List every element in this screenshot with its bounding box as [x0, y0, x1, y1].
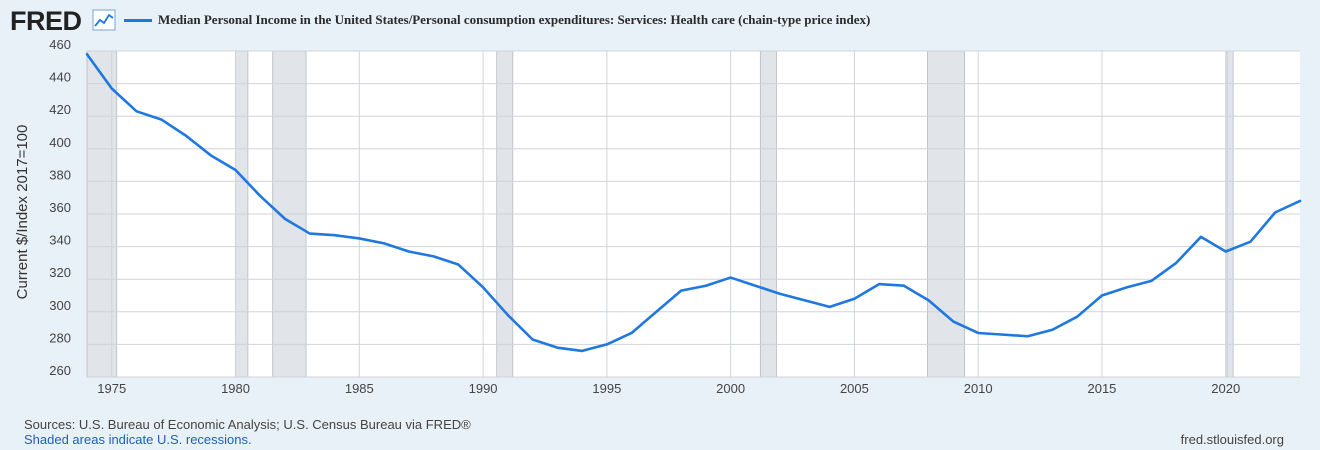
legend-swatch — [124, 19, 152, 22]
gridlines — [87, 50, 1300, 378]
data-point[interactable] — [1125, 286, 1128, 289]
data-point[interactable] — [1026, 335, 1029, 338]
y-tick-label: 380 — [49, 167, 71, 182]
data-point[interactable] — [903, 284, 905, 287]
footer-url[interactable]: fred.stlouisfed.org — [1180, 432, 1284, 447]
data-point[interactable] — [160, 118, 163, 121]
data-point[interactable] — [333, 234, 336, 236]
data-point[interactable] — [1249, 240, 1252, 243]
footer-sources: Sources: U.S. Bureau of Economic Analysi… — [24, 417, 471, 432]
y-tick-label: 440 — [49, 70, 71, 85]
series-layer — [85, 52, 1302, 353]
data-point[interactable] — [977, 332, 979, 334]
y-tick-label: 260 — [49, 363, 71, 378]
data-point[interactable] — [754, 284, 757, 287]
data-point[interactable] — [408, 250, 410, 253]
legend-series-label[interactable]: Median Personal Income in the United Sta… — [158, 12, 871, 27]
y-tick-label: 300 — [49, 298, 71, 313]
y-tick-label: 320 — [49, 265, 71, 280]
y-tick-label: 400 — [49, 135, 71, 150]
data-point[interactable] — [630, 332, 633, 334]
data-point[interactable] — [86, 53, 88, 56]
data-point[interactable] — [358, 237, 361, 240]
data-point[interactable] — [531, 338, 534, 341]
x-tick-label: 2015 — [1087, 381, 1116, 396]
data-point[interactable] — [606, 343, 608, 346]
y-tick-label: 280 — [49, 330, 71, 345]
y-tick-label: 420 — [49, 102, 71, 117]
x-tick-label: 2005 — [840, 381, 869, 396]
data-point[interactable] — [457, 263, 460, 266]
data-point[interactable] — [655, 311, 658, 313]
data-point[interactable] — [1002, 333, 1004, 336]
x-tick-label: 1975 — [97, 381, 126, 396]
footer-recessions-note: Shaded areas indicate U.S. recessions. — [24, 432, 252, 447]
x-tick-label: 1980 — [221, 381, 250, 396]
data-point[interactable] — [1299, 200, 1301, 202]
y-tick-label: 460 — [49, 37, 71, 52]
data-point[interactable] — [308, 232, 311, 235]
x-tick-label: 1990 — [469, 381, 498, 396]
data-point[interactable] — [581, 350, 583, 352]
x-axis-ticks: 1975 1980 1985 1990 1995 2000 2005 2010 2015 2020 — [97, 381, 1240, 396]
data-point[interactable] — [878, 283, 880, 285]
data-point[interactable] — [680, 289, 682, 292]
data-point[interactable] — [110, 87, 113, 90]
y-axis-ticks: 260 280 300 320 340 360 380 400 420 440 460 — [49, 37, 71, 378]
x-tick-label: 2010 — [964, 381, 993, 396]
fred-logo[interactable]: FRED — [10, 6, 82, 36]
data-point[interactable] — [556, 346, 559, 349]
x-tick-label: 2000 — [716, 381, 745, 396]
series-line[interactable] — [85, 52, 1302, 353]
data-point[interactable] — [383, 242, 385, 245]
y-tick-label: 340 — [49, 233, 71, 248]
data-point[interactable] — [1200, 236, 1202, 238]
data-point[interactable] — [804, 299, 806, 302]
data-point[interactable] — [952, 320, 955, 323]
data-point[interactable] — [135, 110, 138, 113]
data-point[interactable] — [1076, 315, 1079, 318]
x-tick-label: 1995 — [592, 381, 621, 396]
y-axis-label: Current $/Index 2017=100 — [14, 125, 31, 300]
y-tick-label: 360 — [49, 200, 71, 215]
data-point[interactable] — [927, 299, 930, 302]
data-point[interactable] — [259, 195, 262, 197]
data-point[interactable] — [828, 306, 831, 308]
data-point[interactable] — [185, 134, 187, 137]
data-point[interactable] — [705, 284, 707, 287]
data-point[interactable] — [284, 218, 286, 220]
data-point[interactable] — [779, 293, 781, 295]
data-point[interactable] — [234, 169, 237, 171]
data-point[interactable] — [1051, 328, 1054, 331]
data-point[interactable] — [432, 255, 435, 258]
data-point[interactable] — [1101, 294, 1103, 297]
data-point[interactable] — [853, 297, 856, 300]
data-point[interactable] — [1274, 211, 1277, 214]
line-chart-icon — [92, 9, 116, 31]
data-point[interactable] — [729, 276, 732, 279]
data-point[interactable] — [209, 154, 212, 157]
data-point[interactable] — [1150, 280, 1153, 282]
x-tick-label: 1985 — [345, 381, 374, 396]
chart-header: FRED Median Personal Income in the Unite… — [0, 0, 1320, 40]
data-point[interactable] — [1224, 250, 1227, 253]
data-point[interactable] — [507, 314, 509, 316]
data-point[interactable] — [482, 286, 484, 289]
x-tick-label: 2020 — [1211, 381, 1240, 396]
data-point[interactable] — [1175, 262, 1178, 264]
